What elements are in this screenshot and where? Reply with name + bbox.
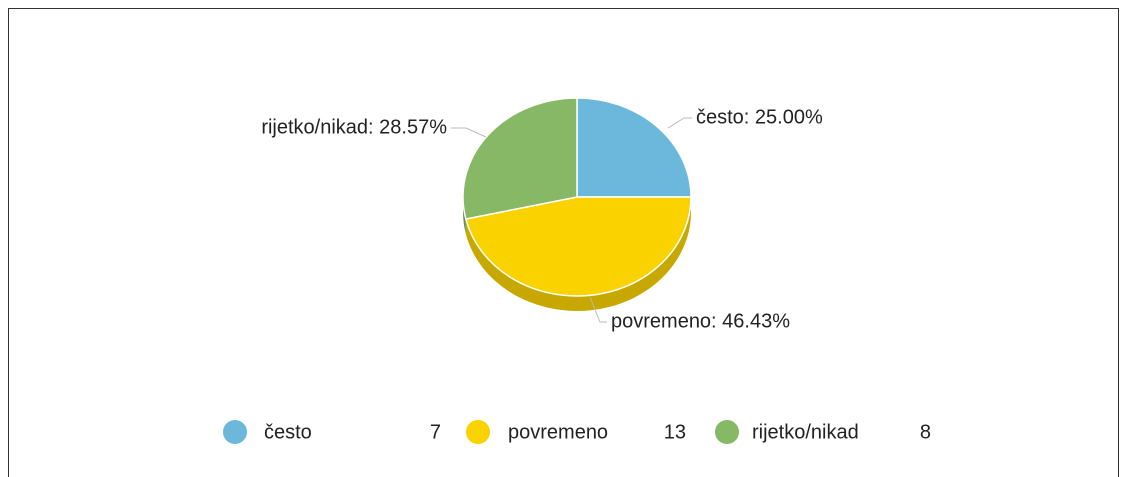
legend-swatch (715, 420, 739, 444)
slice-label: rijetko/nikad: 28.57% (261, 116, 447, 138)
slice-label: često: 25.00% (696, 106, 823, 128)
slice-label: povremeno: 46.43% (611, 310, 790, 332)
legend-count: 7 (430, 421, 441, 443)
frame (8, 8, 1119, 477)
slice-labels: često: 25.00% povremeno: 46.43% rijetko/ni… (261, 106, 823, 332)
pie (462, 97, 692, 297)
legend-count: 13 (664, 421, 686, 443)
legend-swatch (466, 420, 490, 444)
leader-line (589, 296, 607, 323)
legend-swatch (223, 420, 247, 444)
leader-line (667, 117, 692, 129)
legend-label: često (264, 421, 312, 443)
slice (576, 97, 692, 198)
slice (462, 97, 578, 220)
slice (464, 196, 692, 297)
legend-label: rijetko/nikad (752, 421, 859, 443)
leader-line (451, 127, 487, 138)
legend-label: povremeno (508, 421, 608, 443)
legend: često 7 povremeno 13 rijetko/nikad 8 (223, 420, 931, 444)
legend-count: 8 (920, 421, 931, 443)
